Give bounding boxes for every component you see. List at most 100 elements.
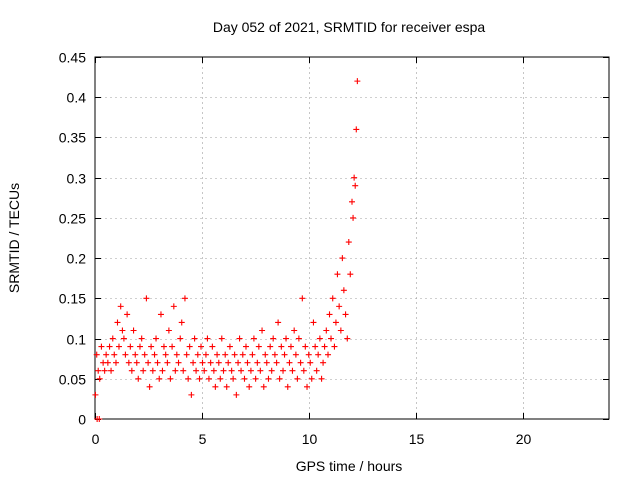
- data-point: [349, 198, 355, 205]
- data-point: [194, 351, 201, 358]
- x-tick-label: 5: [199, 431, 207, 447]
- data-point: [183, 351, 190, 358]
- data-point: [108, 367, 115, 374]
- data-point: [96, 375, 103, 382]
- data-point: [198, 343, 205, 350]
- data-point: [159, 367, 166, 374]
- data-point: [133, 359, 140, 366]
- data-point: [172, 367, 179, 374]
- data-point: [111, 351, 118, 358]
- data-point: [323, 327, 330, 334]
- y-tick-label: 0: [78, 412, 86, 428]
- data-point: [210, 367, 217, 374]
- data-point: [122, 351, 129, 358]
- data-point: [254, 359, 261, 366]
- data-point: [299, 295, 306, 302]
- data-point: [93, 351, 100, 358]
- data-point: [214, 351, 221, 358]
- y-axis-label: SRMTID / TECUs: [6, 183, 22, 293]
- data-point: [294, 375, 301, 382]
- data-point: [135, 375, 142, 382]
- data-point: [312, 343, 319, 350]
- data-point: [276, 375, 283, 382]
- data-point: [268, 367, 275, 374]
- data-point: [103, 351, 110, 358]
- data-point: [302, 343, 309, 350]
- data-point: [125, 359, 132, 366]
- x-tick-label: 20: [516, 431, 532, 447]
- y-tick-label: 0.45: [59, 50, 86, 66]
- data-point: [307, 359, 314, 366]
- data-point: [235, 359, 242, 366]
- data-point: [273, 359, 280, 366]
- data-point: [202, 351, 209, 358]
- data-point: [239, 351, 246, 358]
- data-point: [289, 367, 296, 374]
- data-point: [188, 391, 195, 398]
- data-point: [291, 327, 298, 334]
- x-axis: 0 5 10 15 20: [92, 57, 532, 447]
- data-point: [220, 367, 227, 374]
- data-point: [334, 271, 341, 278]
- data-point: [320, 359, 327, 366]
- data-point: [340, 287, 347, 294]
- y-tick-label: 0.05: [59, 372, 86, 388]
- data-point: [196, 375, 203, 382]
- data-point: [148, 343, 155, 350]
- data-point: [117, 303, 124, 310]
- data-point: [190, 359, 197, 366]
- data-point: [292, 351, 299, 358]
- data-point: [247, 367, 254, 374]
- y-tick-label: 0.15: [59, 291, 86, 307]
- data-point: [167, 375, 174, 382]
- y-tick-label: 0.3: [67, 171, 87, 187]
- data-point: [336, 303, 343, 310]
- data-point: [271, 351, 278, 358]
- data-point: [283, 335, 290, 342]
- data-point: [305, 351, 312, 358]
- data-point: [109, 335, 116, 342]
- data-point: [249, 351, 256, 358]
- data-point: [257, 367, 264, 374]
- data-point: [313, 367, 320, 374]
- data-point: [146, 383, 153, 390]
- x-tick-label: 15: [409, 431, 425, 447]
- data-point: [101, 367, 108, 374]
- data-point: [250, 335, 257, 342]
- data-point: [120, 335, 127, 342]
- y-tick-label: 0.1: [67, 332, 87, 348]
- data-point: [215, 359, 222, 366]
- data-point: [262, 351, 269, 358]
- data-point: [318, 375, 325, 382]
- data-point: [160, 343, 167, 350]
- data-point: [284, 383, 291, 390]
- data-point: [270, 335, 277, 342]
- data-point: [96, 416, 103, 422]
- data-point: [178, 319, 185, 326]
- data-point: [217, 375, 224, 382]
- data-point: [286, 359, 293, 366]
- data-point: [267, 343, 274, 350]
- data-point: [325, 351, 332, 358]
- data-point: [128, 367, 135, 374]
- y-tick-label: 0.4: [67, 90, 87, 106]
- data-point: [191, 335, 198, 342]
- data-point: [223, 383, 230, 390]
- data-point: [222, 351, 229, 358]
- data-point: [169, 343, 176, 350]
- data-point: [149, 367, 156, 374]
- data-point: [238, 367, 245, 374]
- data-point: [259, 327, 266, 334]
- data-point: [205, 375, 212, 382]
- data-point: [119, 327, 126, 334]
- data-point: [114, 319, 121, 326]
- y-tick-label: 0.25: [59, 211, 86, 227]
- data-point: [350, 214, 357, 221]
- data-point: [331, 343, 338, 350]
- data-point: [106, 343, 113, 350]
- data-point: [226, 343, 233, 350]
- data-point: [136, 343, 143, 350]
- data-point: [180, 367, 187, 374]
- data-point: [280, 367, 287, 374]
